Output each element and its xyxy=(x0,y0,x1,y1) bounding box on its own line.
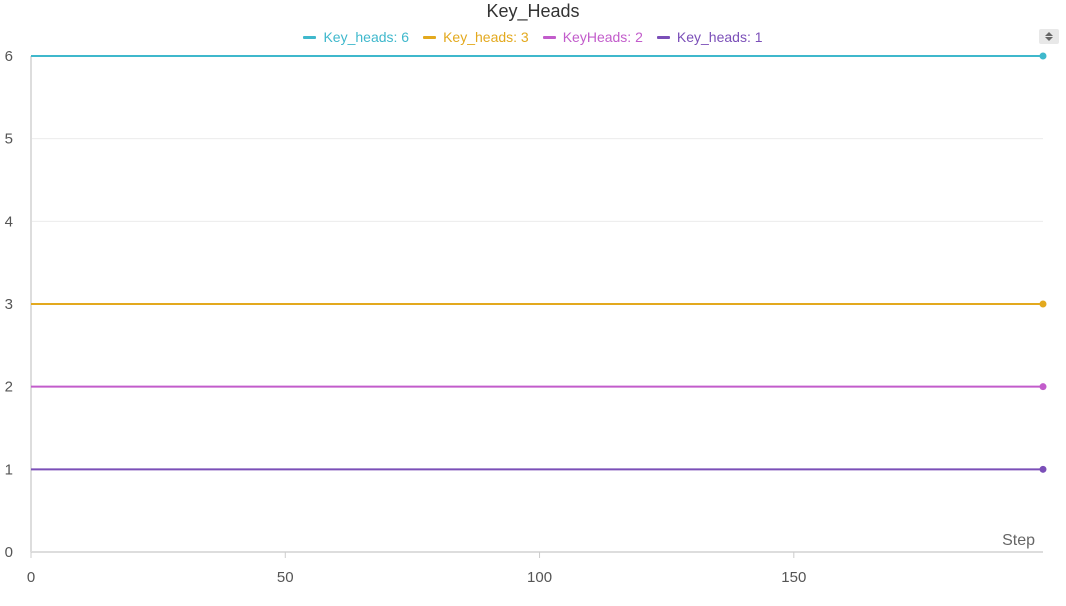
scroll-up-icon xyxy=(1045,32,1053,36)
series-end-point-0[interactable] xyxy=(1039,52,1047,60)
x-tick-label-150: 150 xyxy=(781,569,806,586)
x-tick-label-50: 50 xyxy=(277,569,294,586)
legend-item-key-heads-1[interactable]: Key_heads: 1 xyxy=(656,29,763,45)
legend: Key_heads: 6 Key_heads: 3 KeyHeads: 2 Ke… xyxy=(0,29,1066,45)
legend-label-key-heads-1: Key_heads: 1 xyxy=(676,29,763,45)
x-tick-label-100: 100 xyxy=(527,569,552,586)
legend-item-keyheads-2[interactable]: KeyHeads: 2 xyxy=(542,29,643,45)
legend-swatch-key-heads-6 xyxy=(303,35,317,39)
legend-swatch-key-heads-3 xyxy=(423,35,437,39)
legend-swatch-keyheads-2 xyxy=(542,35,556,39)
y-tick-label-3: 3 xyxy=(5,296,13,313)
series-end-point-1[interactable] xyxy=(1039,300,1047,308)
y-tick-label-4: 4 xyxy=(5,213,13,230)
legend-label-key-heads-6: Key_heads: 6 xyxy=(323,29,410,45)
series-end-point-2[interactable] xyxy=(1039,383,1047,391)
legend-label-keyheads-2: KeyHeads: 2 xyxy=(562,29,643,45)
legend-swatch-key-heads-1 xyxy=(656,35,670,39)
y-tick-label-6: 6 xyxy=(5,48,13,65)
series-end-point-3[interactable] xyxy=(1039,465,1047,473)
y-tick-label-1: 1 xyxy=(5,461,13,478)
legend-label-key-heads-3: Key_heads: 3 xyxy=(443,29,529,45)
y-tick-label-2: 2 xyxy=(5,379,13,396)
y-tick-label-5: 5 xyxy=(5,131,13,148)
legend-item-key-heads-3[interactable]: Key_heads: 3 xyxy=(423,29,529,45)
chart-title: Key_Heads xyxy=(486,1,580,21)
legend-scroll-button[interactable] xyxy=(1039,29,1059,44)
y-tick-label-0: 0 xyxy=(5,544,13,561)
x-tick-label-0: 0 xyxy=(27,569,35,586)
legend-item-key-heads-6[interactable]: Key_heads: 6 xyxy=(303,29,409,45)
x-axis-title: Step xyxy=(1002,532,1035,549)
scroll-down-icon xyxy=(1045,37,1053,41)
